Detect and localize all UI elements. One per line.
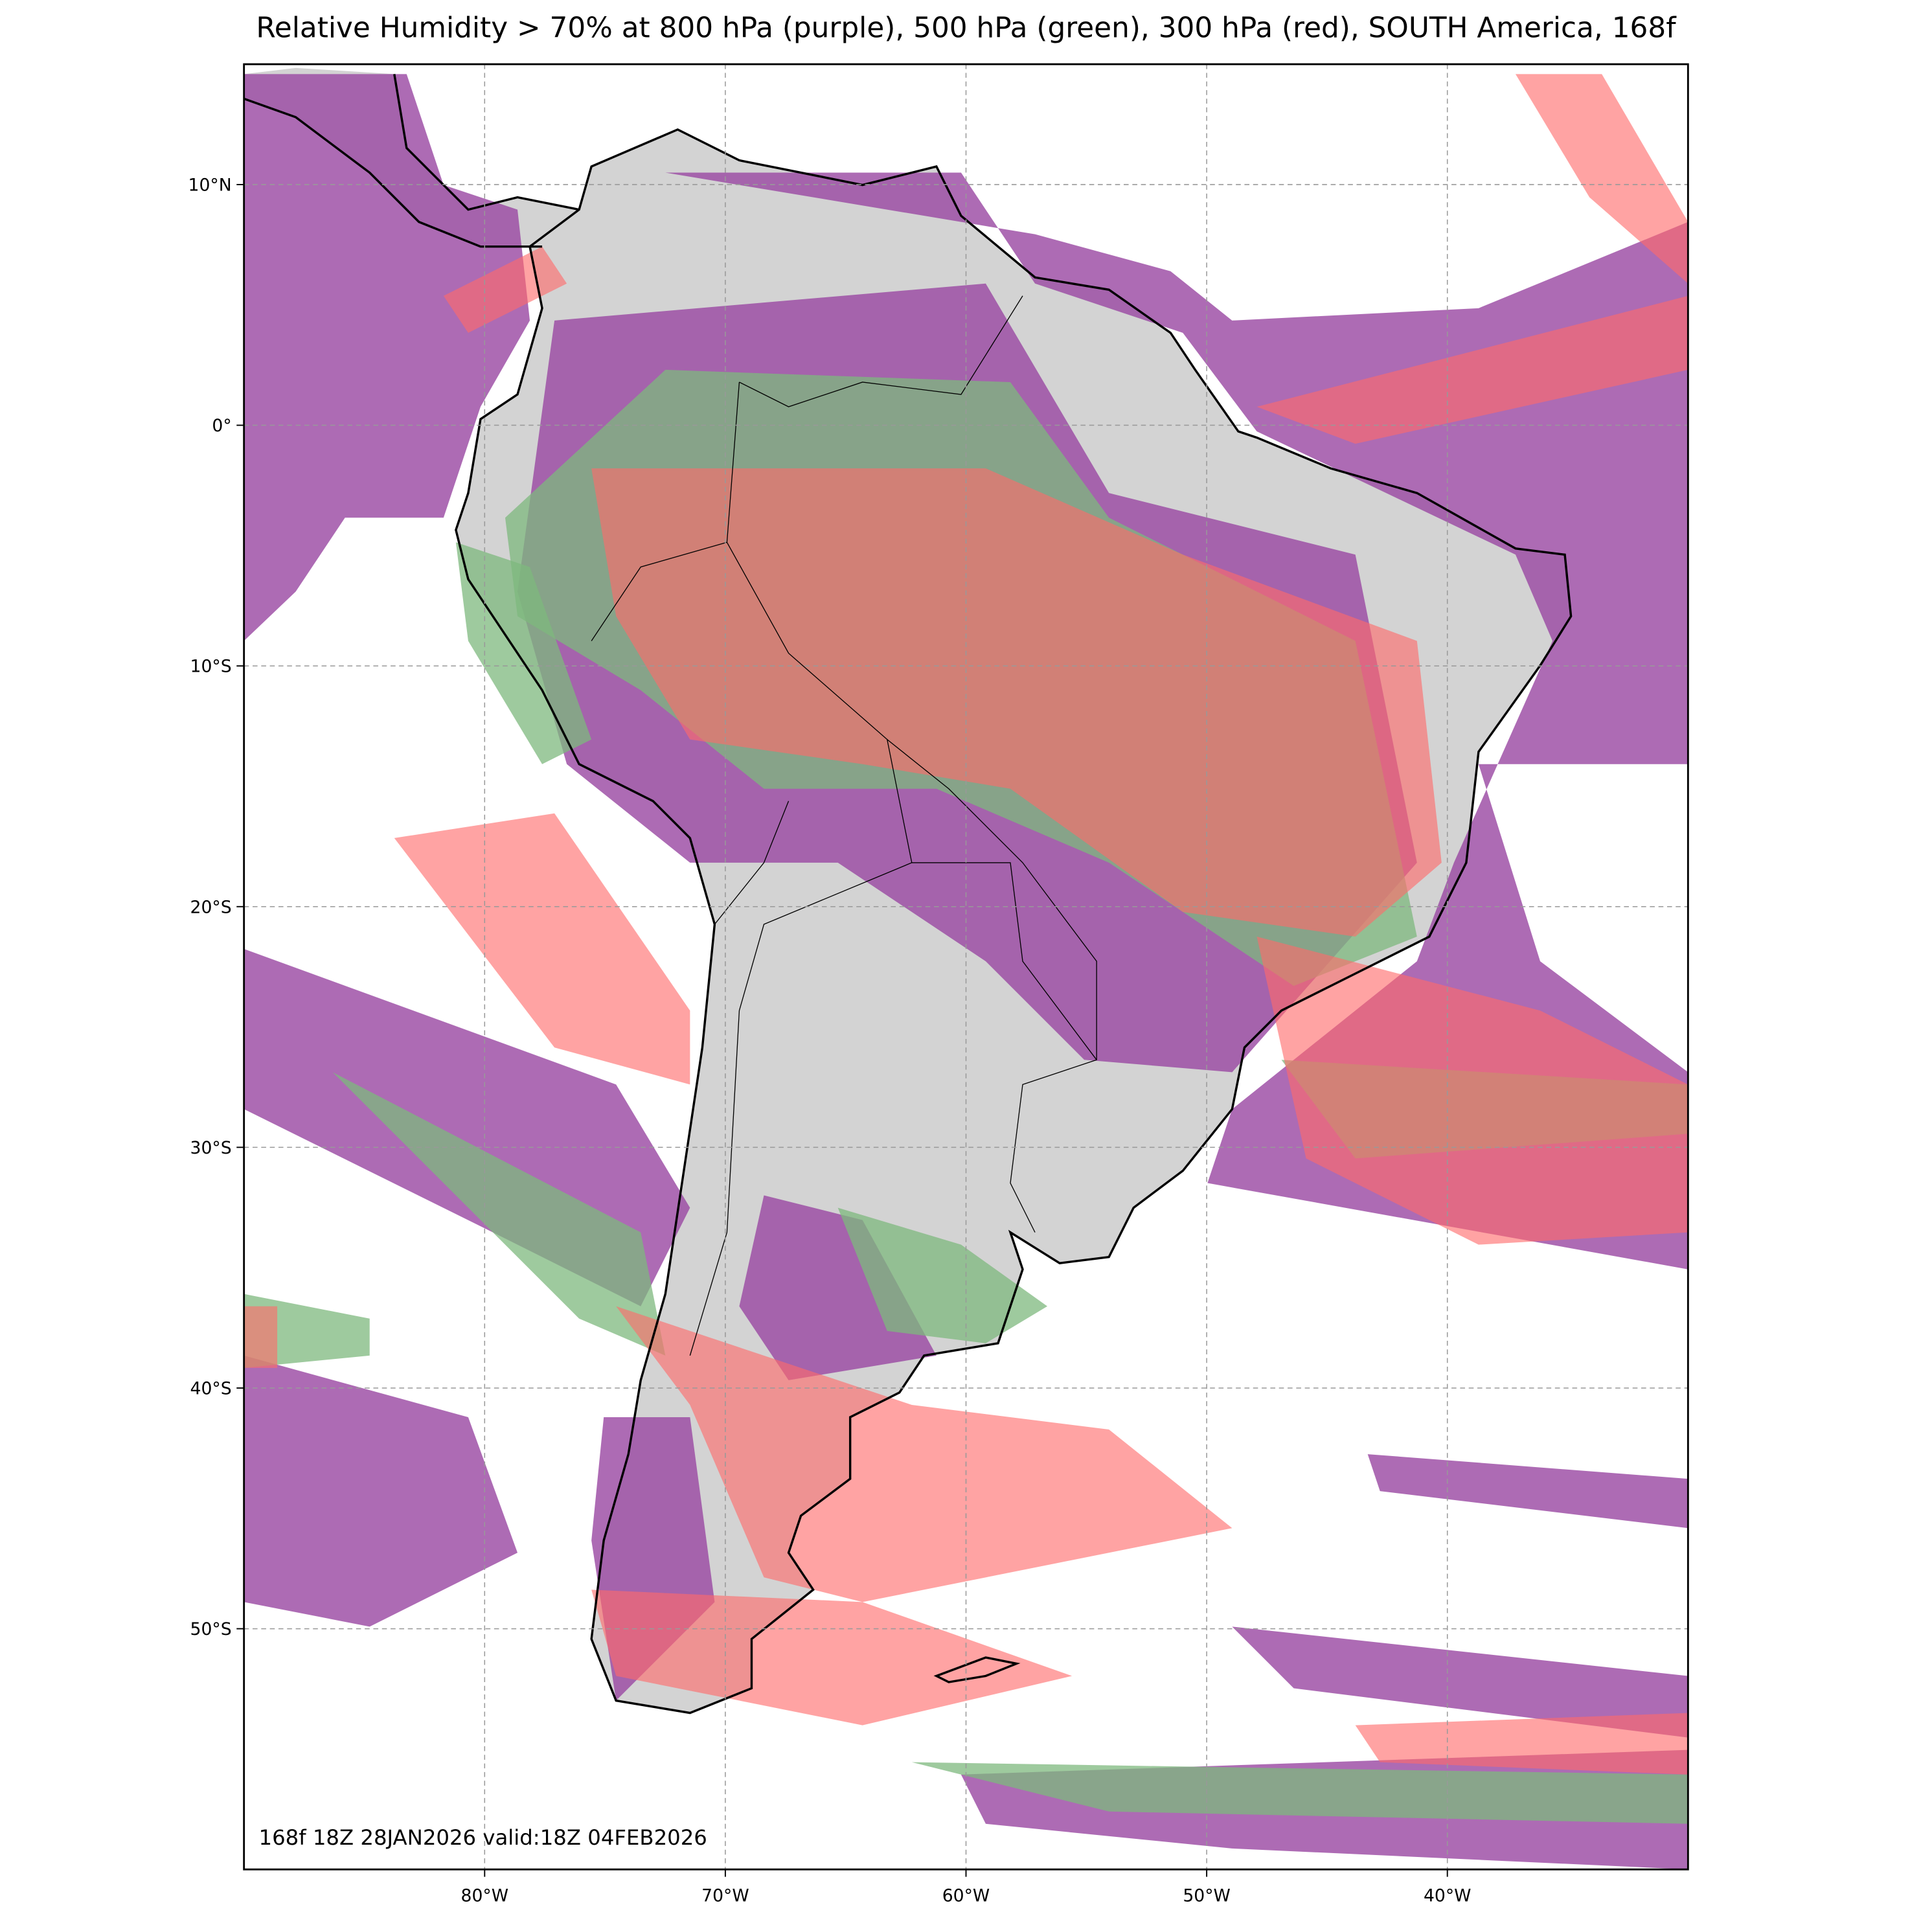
y-tick-label: 10°S: [190, 657, 232, 677]
y-tick-label: 30°S: [190, 1138, 232, 1158]
x-tick-label: 40°W: [1424, 1886, 1472, 1906]
y-tick-label: 50°S: [190, 1619, 232, 1639]
coastline: [244, 74, 1573, 1714]
map-area: [244, 67, 1688, 1870]
y-tick-label: 0°: [212, 416, 231, 436]
map-title: Relative Humidity > 70% at 800 hPa (purp…: [256, 11, 1677, 44]
x-tick-label: 60°W: [942, 1886, 990, 1906]
y-tick-label: 40°S: [190, 1378, 232, 1398]
x-tick-label: 70°W: [701, 1886, 749, 1906]
x-tick-label: 50°W: [1183, 1886, 1231, 1906]
x-tick-label: 80°W: [461, 1886, 509, 1906]
rh-300-areas: [244, 74, 1688, 1775]
y-tick-label: 10°N: [188, 175, 232, 195]
borders: [591, 295, 1097, 1356]
valid-time-label: 168f 18Z 28JAN2026 valid:18Z 04FEB2026: [259, 1825, 707, 1850]
y-tick-label: 20°S: [190, 897, 232, 917]
